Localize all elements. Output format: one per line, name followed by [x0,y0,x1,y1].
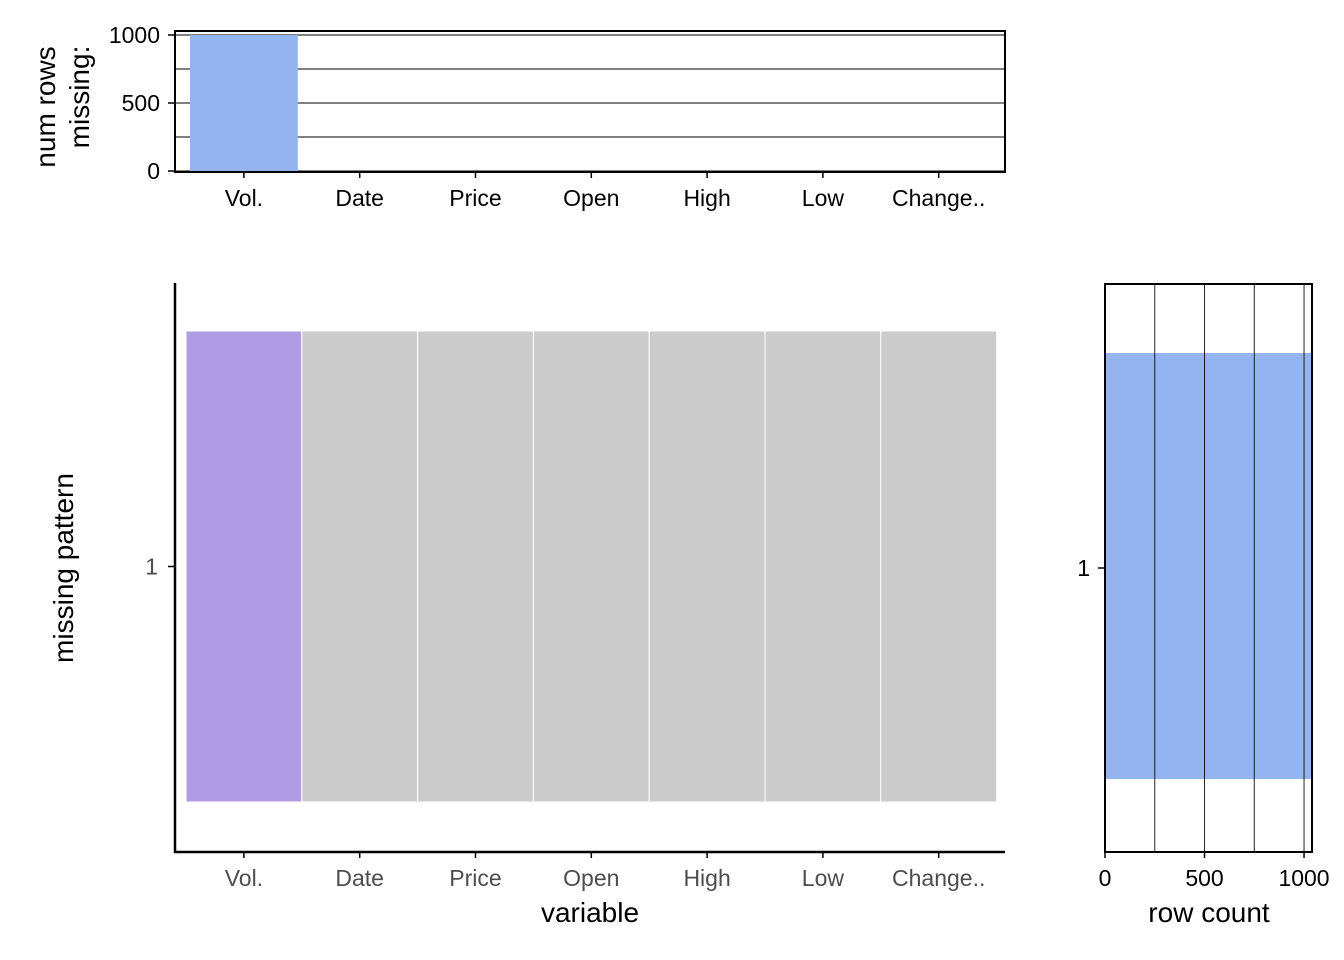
top-y-tick-label: 1000 [109,22,160,48]
top-x-tick-label: Price [449,185,501,211]
pattern-cells [185,330,998,803]
pattern-cell-price [417,330,534,803]
top-x-tick-label: Change.. [892,185,985,211]
main-x-tick-label: Vol. [225,865,263,891]
top-y-axis-title-line-1: num rows [30,46,61,167]
right-x-ticks: 0 500 1000 [1099,852,1330,891]
top-x-tick-label: Date [335,185,384,211]
main-y-axis-title: missing pattern [48,473,79,663]
right-x-axis-title: row count [1148,897,1270,928]
top-gridlines [175,34,1005,172]
main-y-ticks: 1 [145,554,175,580]
main-x-tick-label: Low [802,865,845,891]
right-panel: 1 0 500 1000 row count [1077,283,1330,928]
main-x-tick-label: Open [563,865,619,891]
main-y-tick-label: 1 [145,554,158,580]
right-y-tick-label: 1 [1077,555,1090,581]
main-x-tick-label: Price [449,865,501,891]
top-x-tick-label: Vol. [225,185,263,211]
top-y-tick-label: 500 [122,90,160,116]
top-y-axis-title-line-2: missing: [64,46,95,149]
main-x-tick-label: Date [335,865,384,891]
top-x-tick-label: Low [802,185,845,211]
pattern-cell-date [301,330,419,803]
right-x-tick-label: 1000 [1278,865,1329,891]
pattern-cell-low [764,330,882,803]
top-y-tick-label: 0 [147,158,160,184]
right-x-tick-label: 0 [1099,865,1112,891]
main-x-axis-title: variable [541,897,639,928]
missing-bar-vol [190,35,298,171]
pattern-cell-vol [185,330,303,803]
pattern-cell-high [648,330,766,803]
main-x-tick-label: Change.. [892,865,985,891]
top-x-tick-label: Open [563,185,619,211]
main-x-tick-label: High [683,865,730,891]
main-x-ticks: Vol. Date Price Open High Low Change.. [225,852,985,891]
row-count-bars [1105,353,1312,779]
top-x-tick-label: High [683,185,730,211]
right-x-tick-label: 500 [1185,865,1223,891]
pattern-cell-open [532,330,650,803]
right-y-ticks: 1 [1077,555,1105,581]
row-count-bar-1 [1105,353,1312,779]
top-x-ticks: Vol. Date Price Open High Low Change.. [225,172,985,211]
top-panel-border [174,30,1006,173]
top-y-ticks: 0 500 1000 [109,22,175,184]
top-panel: 0 500 1000 Vol. Date Price Open High Low Change.… [30,22,1006,211]
main-panel: 1 Vol. Date Price Open High Low Change.. varia… [48,283,1005,928]
top-bars [190,35,298,171]
pattern-cell-change [880,330,998,803]
